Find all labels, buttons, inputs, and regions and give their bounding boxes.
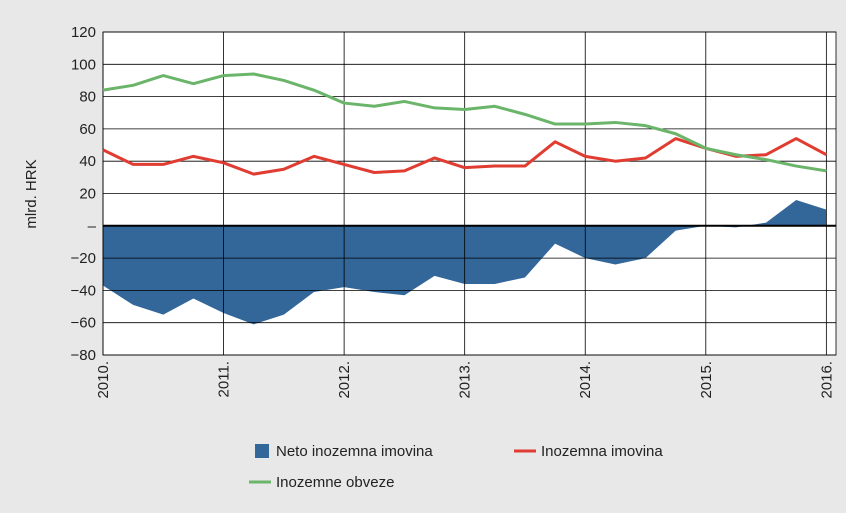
y-tick-label: −20 xyxy=(71,250,96,267)
y-tick-label: −80 xyxy=(71,347,96,364)
y-tick-label: 100 xyxy=(71,56,96,73)
x-tick-label: 2013. xyxy=(457,361,474,399)
y-tick-label: 40 xyxy=(79,153,96,170)
legend-swatch xyxy=(255,444,269,458)
legend-label: Inozemna imovina xyxy=(541,443,663,460)
y-tick-label: 60 xyxy=(79,121,96,138)
plot-border xyxy=(102,31,837,356)
x-tick-label: 2012. xyxy=(336,361,353,399)
x-tick-label: 2014. xyxy=(577,361,594,399)
y-axis-label: mlrd. HRK xyxy=(23,159,40,228)
x-tick-label: 2015. xyxy=(698,361,715,399)
y-tick-label: 20 xyxy=(79,186,96,203)
x-tick-label: 2010. xyxy=(95,361,112,399)
legend-label: Neto inozemna imovina xyxy=(276,443,433,460)
y-tick-label: 80 xyxy=(79,89,96,106)
legend-label: Inozemne obveze xyxy=(276,474,394,491)
y-tick-label: −40 xyxy=(71,282,96,299)
line xyxy=(102,72,827,173)
y-tick-label: −60 xyxy=(71,315,96,332)
x-tick-label: 2011. xyxy=(216,361,233,397)
y-tick-label: – xyxy=(88,218,97,235)
x-tick-label: 2016. xyxy=(818,361,835,399)
y-tick-label: 120 xyxy=(71,24,96,41)
